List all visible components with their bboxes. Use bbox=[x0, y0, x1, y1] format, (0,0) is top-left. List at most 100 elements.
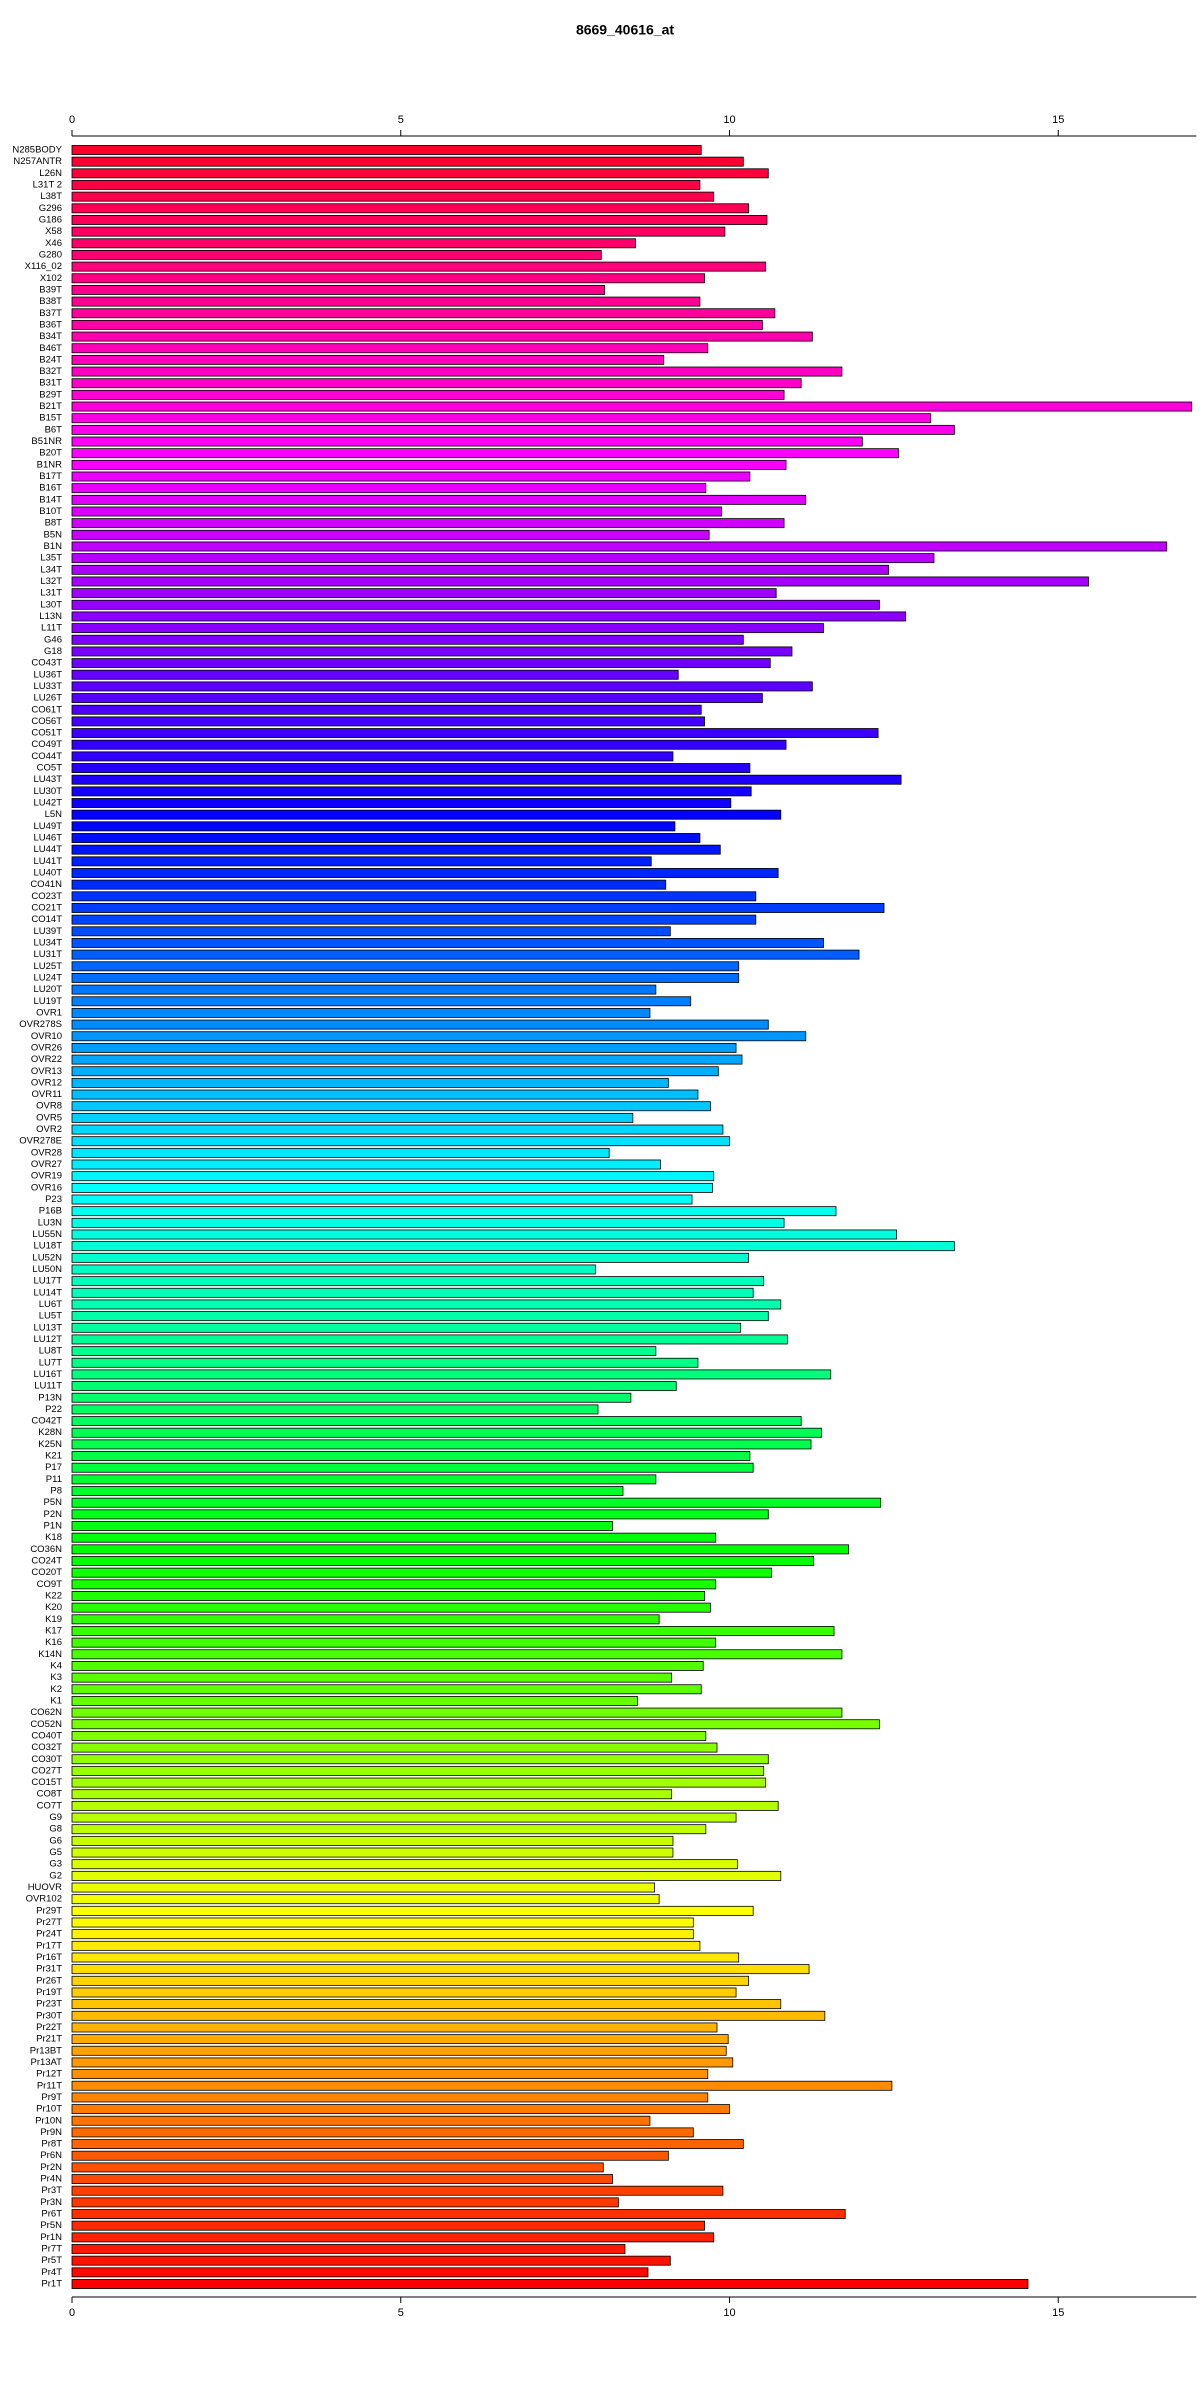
x-tick-label: 5 bbox=[398, 2307, 404, 2319]
bar bbox=[71, 704, 702, 715]
category-label: LU41T bbox=[33, 856, 62, 867]
bar bbox=[71, 1206, 837, 1217]
category-label: K17 bbox=[45, 1625, 62, 1636]
bar bbox=[71, 436, 863, 447]
category-label: CO49T bbox=[31, 739, 62, 750]
category-label: K14N bbox=[38, 1649, 62, 1660]
category-label: Pr17T bbox=[36, 1940, 62, 1951]
bar bbox=[71, 2232, 715, 2243]
bar bbox=[71, 716, 705, 727]
bar bbox=[71, 1684, 702, 1695]
bar bbox=[71, 1171, 715, 1182]
category-label: Pr10T bbox=[36, 2104, 62, 2115]
category-label: L32T bbox=[40, 576, 62, 587]
x-tick-label: 0 bbox=[69, 114, 75, 126]
bar bbox=[71, 1439, 812, 1450]
category-label: LU14T bbox=[33, 1287, 62, 1298]
category-label: OVR8 bbox=[36, 1101, 62, 1112]
bar bbox=[71, 1847, 674, 1858]
category-label: OVR12 bbox=[31, 1077, 62, 1088]
bar bbox=[71, 1159, 661, 1170]
category-label: Pr5N bbox=[40, 2220, 62, 2231]
bar bbox=[71, 1905, 754, 1916]
bar bbox=[71, 1800, 779, 1811]
bar bbox=[71, 354, 665, 365]
category-label: OVR1 bbox=[36, 1007, 62, 1018]
bar bbox=[71, 1661, 704, 1671]
bar bbox=[71, 786, 752, 797]
category-label: L30T bbox=[40, 599, 62, 610]
bar bbox=[71, 2139, 744, 2150]
bar bbox=[71, 180, 701, 190]
bar bbox=[71, 669, 679, 680]
x-tick-label: 5 bbox=[398, 114, 404, 126]
category-label: G280 bbox=[39, 249, 62, 260]
category-label: L13N bbox=[39, 611, 62, 622]
bar bbox=[71, 2150, 669, 2161]
bar bbox=[71, 1812, 737, 1823]
category-label: LU39T bbox=[33, 926, 62, 937]
category-label: CO32T bbox=[31, 1742, 62, 1753]
bar bbox=[71, 1894, 660, 1905]
category-label: LU24T bbox=[33, 972, 62, 983]
category-label: B15T bbox=[39, 413, 62, 424]
category-label: LU46T bbox=[33, 833, 62, 844]
bar bbox=[71, 1637, 717, 1648]
category-label: B37T bbox=[39, 308, 62, 319]
bar bbox=[71, 1707, 843, 1718]
bar bbox=[71, 2104, 730, 2115]
bar bbox=[71, 879, 667, 890]
bar bbox=[71, 2255, 671, 2266]
bar bbox=[71, 238, 636, 249]
bar bbox=[71, 1964, 810, 1975]
bar bbox=[71, 541, 1168, 552]
category-label: Pr5T bbox=[41, 2255, 62, 2266]
category-label: K25N bbox=[38, 1439, 62, 1450]
bar bbox=[71, 1730, 707, 1741]
category-label: CO5T bbox=[37, 763, 63, 774]
bar bbox=[71, 1381, 677, 1392]
bar bbox=[71, 2010, 826, 2021]
bar bbox=[71, 1579, 717, 1590]
bar bbox=[71, 1427, 822, 1438]
category-label: Pr2N bbox=[40, 2162, 62, 2173]
category-label: B1NR bbox=[37, 459, 62, 470]
bar bbox=[71, 1416, 802, 1427]
category-label: B46T bbox=[39, 343, 62, 354]
bar bbox=[71, 1182, 713, 1193]
category-label: Pr1T bbox=[41, 2279, 62, 2290]
bar bbox=[71, 1486, 624, 1496]
category-label: LU34T bbox=[33, 937, 62, 948]
bar bbox=[71, 2220, 705, 2231]
bar bbox=[71, 728, 879, 739]
category-label: B34T bbox=[39, 331, 62, 342]
bar bbox=[71, 413, 932, 424]
x-tick-label: 10 bbox=[723, 2307, 735, 2319]
bar bbox=[71, 1789, 673, 1800]
category-label: B29T bbox=[39, 389, 62, 400]
category-label: LU7T bbox=[39, 1357, 62, 1368]
bar bbox=[71, 1334, 788, 1345]
bar bbox=[71, 1042, 737, 1053]
category-label: Pr11T bbox=[37, 2080, 62, 2091]
category-label: LU42T bbox=[33, 798, 62, 809]
category-label: K21 bbox=[45, 1451, 62, 1462]
bar bbox=[71, 308, 776, 319]
bar bbox=[71, 1672, 673, 1683]
category-label: B1N bbox=[44, 541, 63, 552]
bar bbox=[71, 774, 902, 785]
category-label: LU19T bbox=[33, 996, 62, 1007]
category-label: L5N bbox=[45, 809, 63, 820]
bar bbox=[71, 1369, 832, 1380]
bar bbox=[71, 1217, 785, 1228]
category-label: Pr30T bbox=[36, 2010, 62, 2021]
category-label: B6T bbox=[45, 424, 63, 435]
category-label: CO7T bbox=[37, 1800, 63, 1811]
bar bbox=[71, 1987, 737, 1998]
bar bbox=[71, 693, 763, 704]
category-label: HUOVR bbox=[28, 1882, 62, 1893]
x-tick-label: 0 bbox=[69, 2307, 75, 2319]
category-label: OVR2 bbox=[36, 1124, 62, 1135]
bar bbox=[71, 1112, 634, 1123]
bar bbox=[71, 763, 751, 773]
